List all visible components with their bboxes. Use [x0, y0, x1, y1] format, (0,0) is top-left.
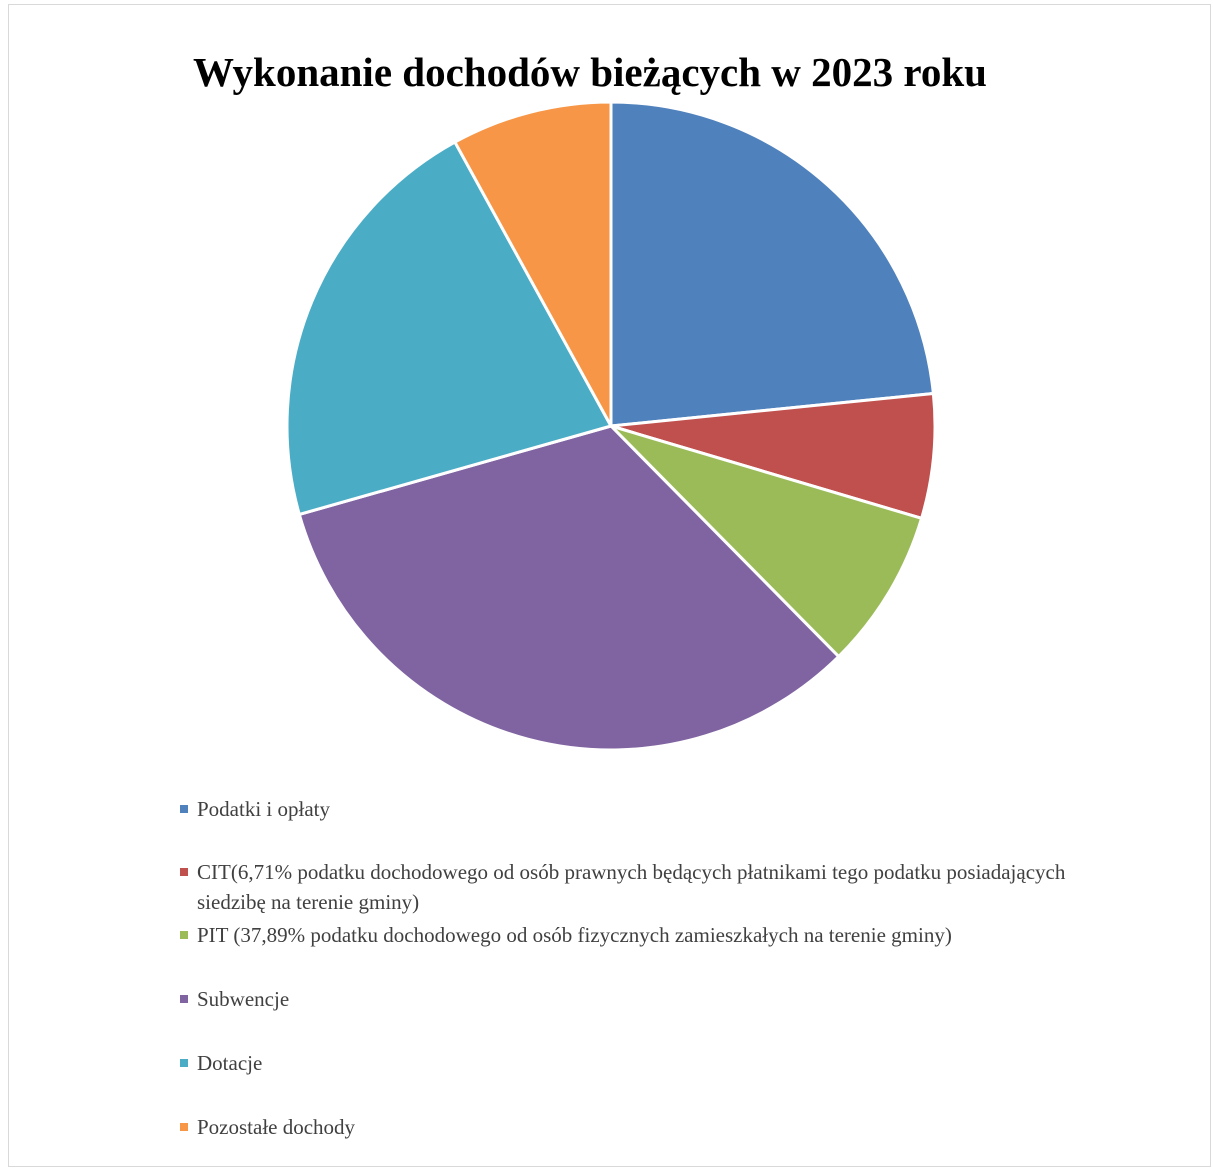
chart-title: Wykonanie dochodów bieżących w 2023 roku: [193, 49, 987, 95]
legend-item-pozostale: Pozostałe dochody: [180, 1112, 1080, 1142]
legend-swatch: [180, 868, 188, 876]
pie-slice-0: [609, 100, 935, 428]
legend-label: CIT(6,71% podatku dochodowego od osób pr…: [197, 860, 1066, 914]
pie-chart: [285, 100, 937, 752]
legend-swatch: [180, 931, 188, 939]
legend-item-cit: CIT(6,71% podatku dochodowego od osób pr…: [180, 857, 1080, 917]
legend-swatch: [180, 995, 188, 1003]
legend-item-dotacje: Dotacje: [180, 1048, 1080, 1078]
legend-label: Dotacje: [197, 1051, 263, 1075]
legend-label: Pozostałe dochody: [197, 1115, 356, 1139]
pie-slice-3: [297, 424, 841, 752]
legend-label: Podatki i opłaty: [197, 797, 330, 821]
pie-slice-4: [285, 140, 613, 516]
legend-item-pit: PIT (37,89% podatku dochodowego od osób …: [180, 920, 1080, 950]
pie-slice-1: [609, 391, 937, 520]
pie-slice-2: [609, 424, 924, 659]
legend-item-subwencje: Subwencje: [180, 984, 1080, 1014]
legend-swatch: [180, 1123, 188, 1131]
pie-slice-5: [453, 100, 613, 428]
legend-swatch: [180, 1059, 188, 1067]
legend-item-podatki: Podatki i opłaty: [180, 794, 1080, 824]
legend-swatch: [180, 805, 188, 813]
legend-label: PIT (37,89% podatku dochodowego od osób …: [197, 923, 952, 947]
legend-label: Subwencje: [197, 987, 290, 1011]
